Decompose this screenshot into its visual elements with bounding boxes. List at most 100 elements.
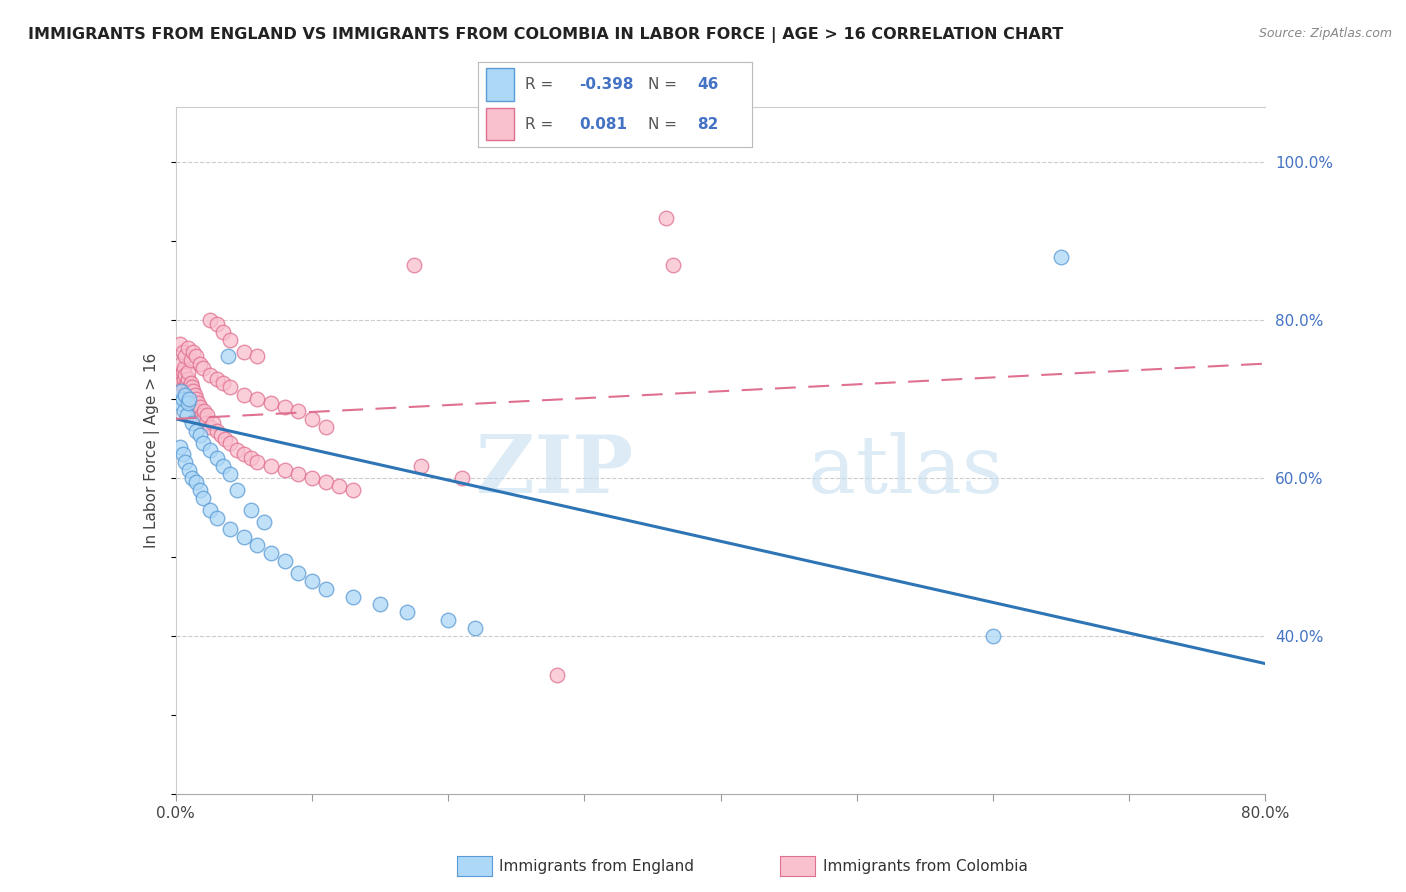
Point	[184, 396, 207, 410]
Point	[179, 380, 201, 394]
Text: R =: R =	[524, 77, 553, 92]
Point	[180, 352, 202, 367]
Point	[219, 333, 242, 347]
Point	[232, 388, 254, 402]
Point	[205, 510, 228, 524]
Text: Immigrants from England: Immigrants from England	[499, 859, 695, 873]
Point	[198, 368, 221, 383]
Point	[186, 424, 208, 438]
Point	[186, 400, 208, 414]
Point	[179, 463, 201, 477]
Point	[981, 629, 1004, 643]
Point	[188, 427, 211, 442]
Point	[274, 554, 297, 568]
Point	[212, 325, 235, 339]
Text: 46: 46	[697, 77, 718, 92]
Text: N =: N =	[648, 117, 678, 132]
Point	[170, 384, 193, 399]
Point	[187, 404, 209, 418]
Point	[201, 416, 224, 430]
Point	[176, 408, 198, 422]
Point	[260, 459, 283, 474]
Point	[219, 467, 242, 482]
Point	[177, 372, 200, 386]
Point	[217, 349, 239, 363]
Point	[287, 566, 309, 580]
Point	[232, 447, 254, 461]
Point	[190, 408, 212, 422]
Point	[328, 479, 350, 493]
Point	[1309, 715, 1331, 730]
Point	[655, 211, 678, 225]
Point	[179, 392, 201, 406]
Point	[186, 349, 208, 363]
Point	[450, 471, 472, 485]
Point	[662, 258, 685, 272]
Y-axis label: In Labor Force | Age > 16: In Labor Force | Age > 16	[143, 353, 160, 548]
Point	[183, 344, 205, 359]
Text: ZIP: ZIP	[477, 432, 633, 510]
Point	[219, 523, 242, 537]
Text: 0.081: 0.081	[579, 117, 627, 132]
Point	[183, 392, 205, 406]
Point	[174, 380, 197, 394]
Point	[194, 416, 217, 430]
Point	[315, 419, 337, 434]
Point	[212, 459, 235, 474]
Text: atlas: atlas	[807, 432, 1002, 510]
Point	[188, 400, 211, 414]
Text: Source: ZipAtlas.com: Source: ZipAtlas.com	[1258, 27, 1392, 40]
Point	[464, 621, 486, 635]
Point	[409, 459, 432, 474]
Text: 82: 82	[697, 117, 718, 132]
Point	[173, 360, 195, 375]
Point	[184, 388, 207, 402]
Point	[191, 491, 214, 505]
Text: IMMIGRANTS FROM ENGLAND VS IMMIGRANTS FROM COLOMBIA IN LABOR FORCE | AGE > 16 CO: IMMIGRANTS FROM ENGLAND VS IMMIGRANTS FR…	[28, 27, 1063, 43]
Point	[191, 360, 214, 375]
Point	[172, 392, 194, 406]
Point	[212, 376, 235, 391]
Point	[173, 372, 195, 386]
Text: -0.398: -0.398	[579, 77, 634, 92]
Point	[172, 364, 194, 378]
Point	[172, 344, 194, 359]
Point	[342, 590, 364, 604]
Point	[186, 475, 208, 489]
Point	[437, 613, 460, 627]
Point	[226, 483, 249, 497]
Point	[176, 376, 198, 391]
Point	[181, 416, 204, 430]
Point	[301, 412, 323, 426]
Point	[177, 364, 200, 378]
Point	[260, 546, 283, 560]
Point	[188, 483, 211, 497]
Point	[195, 408, 218, 422]
Point	[239, 451, 262, 466]
Point	[198, 313, 221, 327]
Point	[404, 258, 426, 272]
Point	[180, 376, 202, 391]
Point	[239, 502, 262, 516]
Point	[1050, 250, 1073, 264]
Point	[170, 376, 193, 391]
Point	[368, 598, 391, 612]
Point	[169, 440, 191, 454]
Point	[226, 443, 249, 458]
Point	[396, 605, 419, 619]
Point	[246, 455, 269, 469]
Point	[301, 574, 323, 588]
Point	[287, 467, 309, 482]
Point	[183, 384, 205, 399]
Point	[301, 471, 323, 485]
Point	[287, 404, 309, 418]
Point	[174, 455, 197, 469]
Point	[205, 317, 228, 331]
Text: R =: R =	[524, 117, 553, 132]
Point	[174, 349, 197, 363]
Point	[274, 463, 297, 477]
Point	[198, 443, 221, 458]
Point	[260, 396, 283, 410]
Point	[188, 357, 211, 371]
Point	[176, 384, 198, 399]
